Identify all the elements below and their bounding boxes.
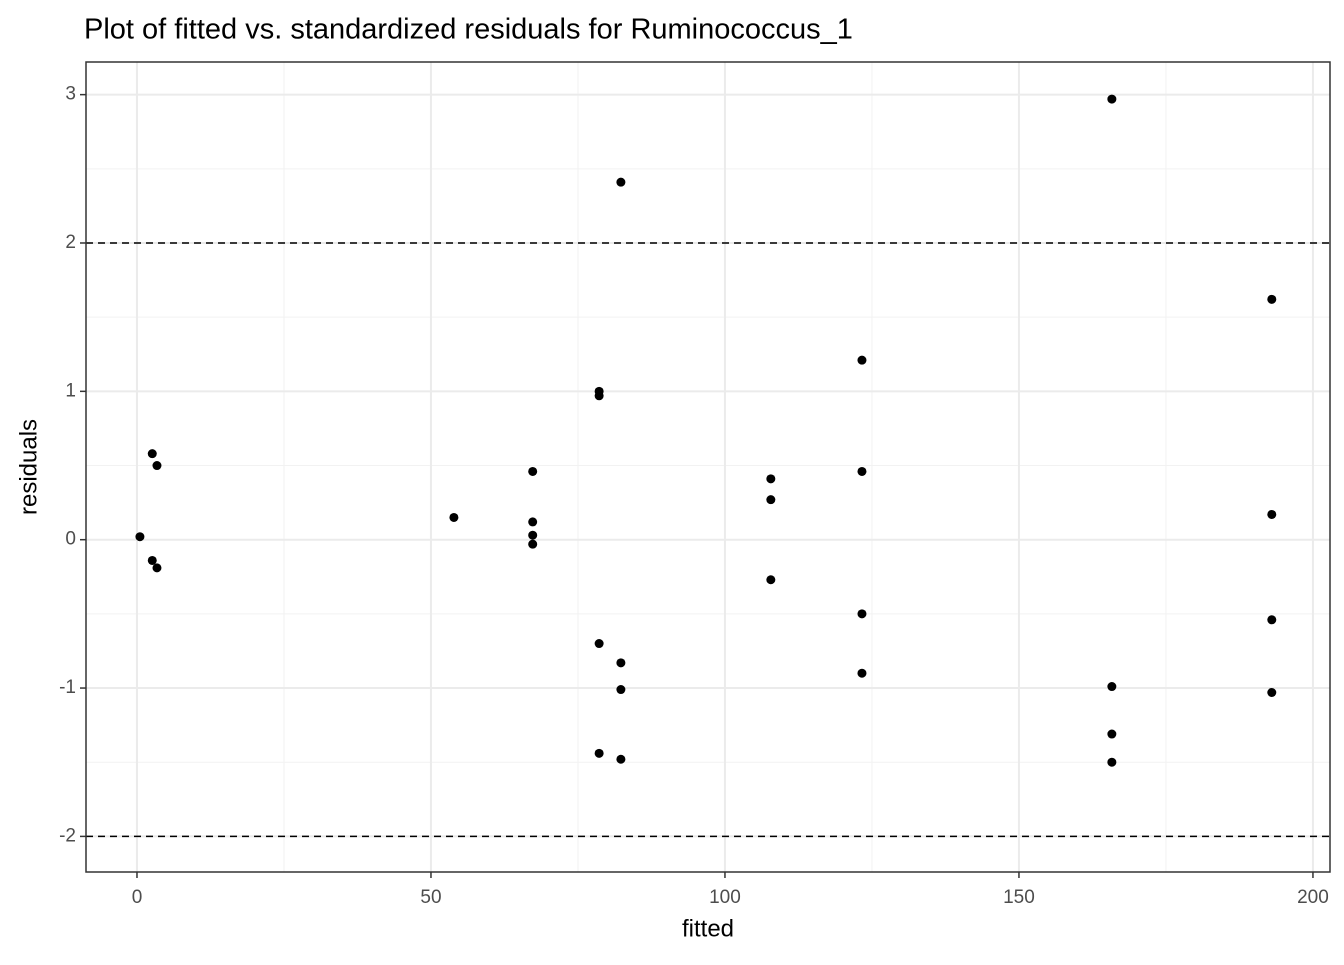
point: [1107, 757, 1117, 767]
point: [616, 754, 626, 764]
point: [766, 495, 776, 505]
point: [766, 575, 776, 585]
point: [594, 748, 604, 758]
y-tick-label: 3: [65, 84, 76, 105]
y-tick-label: -2: [59, 825, 76, 846]
plot-background: [86, 62, 1330, 872]
point: [528, 517, 538, 527]
point: [857, 355, 867, 365]
point: [528, 466, 538, 476]
point: [152, 461, 162, 471]
point: [147, 449, 157, 459]
point: [766, 474, 776, 484]
x-axis-label: fitted: [682, 915, 734, 942]
point: [1267, 687, 1277, 697]
point: [528, 530, 538, 540]
point: [616, 685, 626, 695]
point: [135, 532, 145, 542]
point: [857, 466, 867, 476]
point: [1107, 729, 1117, 739]
point: [528, 539, 538, 549]
point: [1267, 294, 1277, 304]
point: [1107, 682, 1117, 692]
x-tick-label: 200: [1297, 887, 1329, 908]
point: [616, 177, 626, 187]
x-tick-label: 50: [420, 887, 441, 908]
point: [147, 555, 157, 565]
chart-title: Plot of fitted vs. standardized residual…: [84, 14, 853, 46]
point: [1107, 94, 1117, 104]
y-tick-label: 1: [65, 380, 76, 401]
point: [857, 668, 867, 678]
point: [594, 391, 604, 401]
x-tick-label: 150: [1003, 887, 1035, 908]
point: [152, 563, 162, 573]
y-tick-label: 0: [65, 529, 76, 550]
point: [594, 639, 604, 649]
point: [616, 658, 626, 668]
x-tick-label: 0: [132, 887, 143, 908]
x-tick-label: 100: [709, 887, 741, 908]
y-tick-label: 2: [65, 232, 76, 253]
point: [1267, 615, 1277, 625]
plot-border: [85, 61, 1331, 873]
y-axis-label: residuals: [15, 419, 42, 515]
y-tick-label: -1: [59, 677, 76, 698]
point: [1267, 509, 1277, 519]
point: [449, 512, 459, 522]
point: [857, 609, 867, 619]
